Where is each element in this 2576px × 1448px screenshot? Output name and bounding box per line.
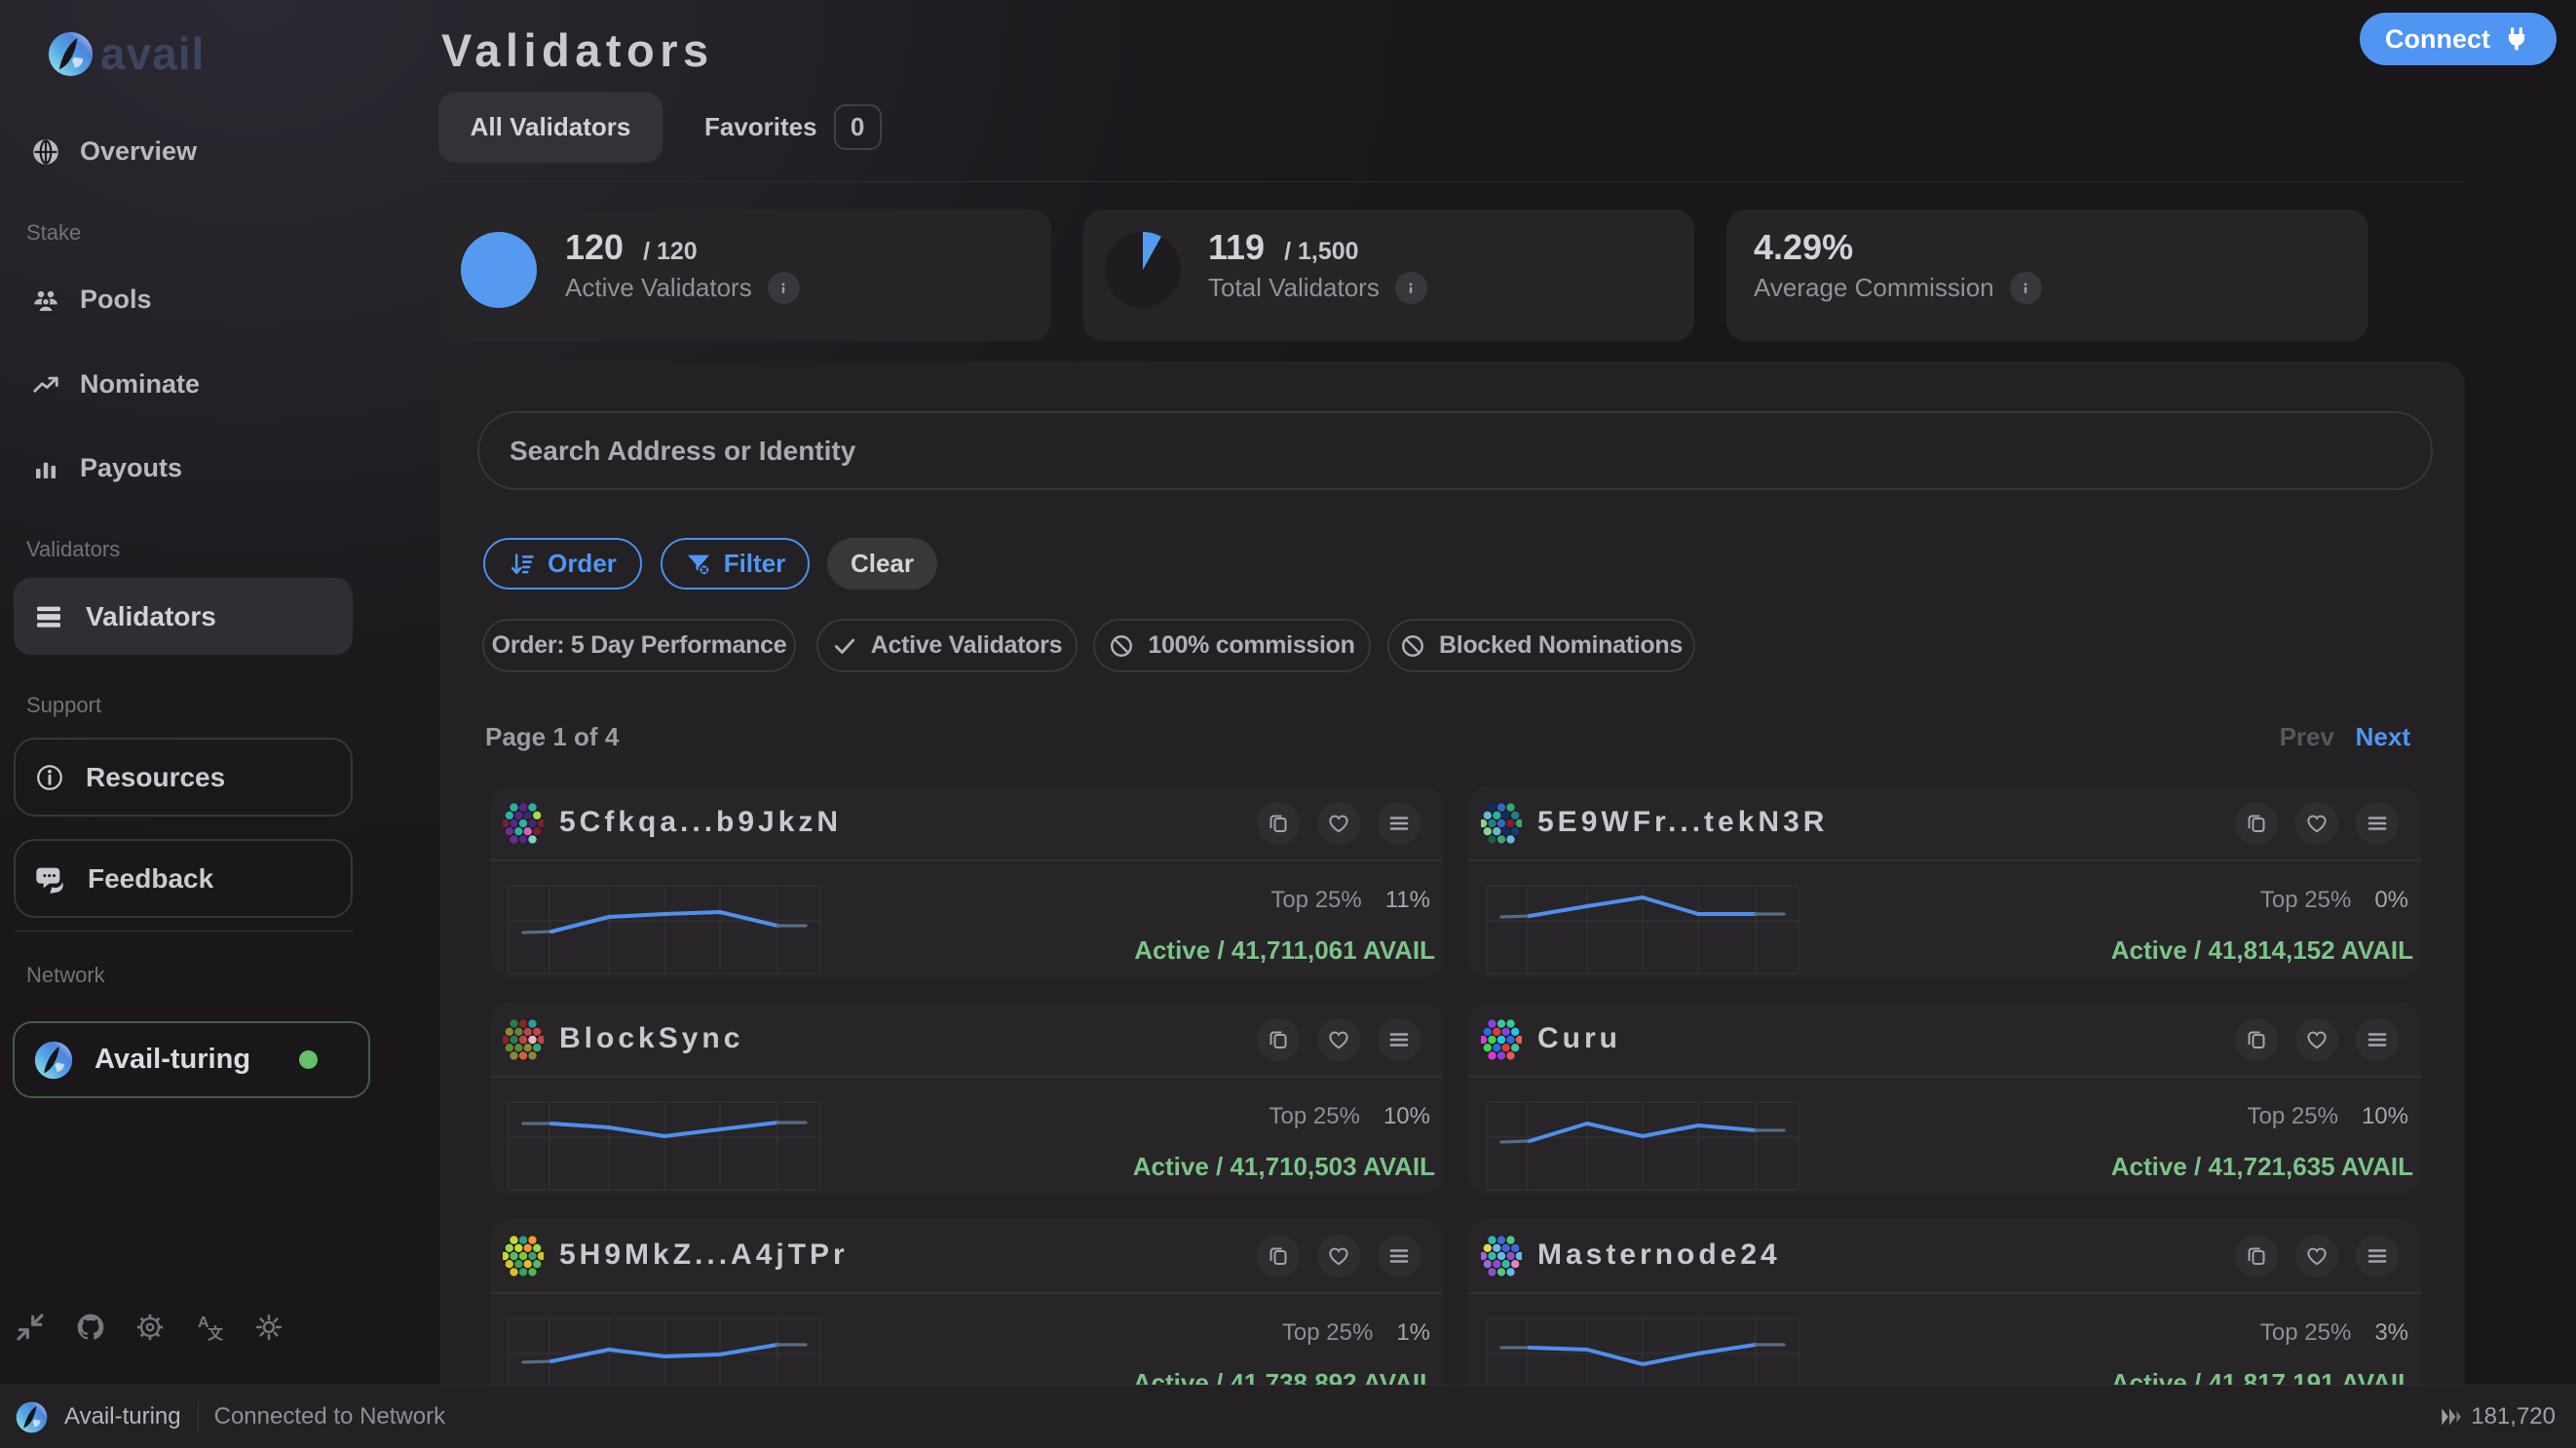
svg-text:A: A bbox=[198, 1315, 209, 1331]
svg-text:文: 文 bbox=[208, 1324, 224, 1343]
